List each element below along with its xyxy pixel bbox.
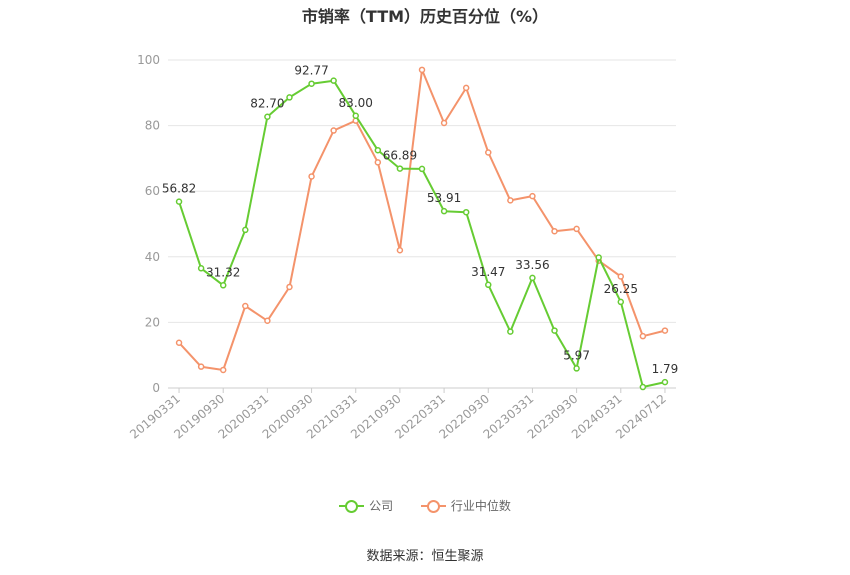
company-point bbox=[573, 365, 580, 372]
chart-title: 市销率（TTM）历史百分位（%） bbox=[301, 7, 549, 26]
company-data-label: 5.97 bbox=[563, 348, 590, 362]
y-tick-label: 100 bbox=[137, 53, 160, 67]
industry-point bbox=[219, 366, 227, 374]
company-point bbox=[507, 328, 514, 335]
company-point bbox=[485, 281, 492, 289]
company-point bbox=[639, 383, 647, 391]
company-point bbox=[529, 274, 536, 282]
company-point bbox=[264, 113, 271, 120]
industry-point bbox=[264, 317, 271, 325]
company-point bbox=[197, 265, 205, 272]
company-point bbox=[551, 327, 558, 334]
company-data-label: 1.79 bbox=[652, 362, 679, 376]
company-point bbox=[175, 198, 183, 205]
company-data-label: 92.77 bbox=[294, 64, 328, 78]
company-data-label: 56.82 bbox=[162, 182, 196, 196]
company-point bbox=[396, 165, 404, 172]
legend-item-industry[interactable]: 行业中位数 bbox=[420, 497, 511, 514]
company-data-label: 83.00 bbox=[339, 96, 373, 110]
y-tick-label: 0 bbox=[152, 381, 160, 395]
company-point bbox=[374, 146, 382, 154]
company-point bbox=[286, 94, 293, 101]
legend-industry-label: 行业中位数 bbox=[450, 499, 511, 513]
company-data-label: 26.25 bbox=[604, 282, 638, 296]
industry-point bbox=[485, 149, 492, 156]
industry-point bbox=[242, 302, 249, 310]
company-data-label: 53.91 bbox=[427, 191, 461, 205]
company-point bbox=[352, 112, 359, 120]
company-data-label: 66.89 bbox=[383, 149, 417, 163]
company-data-label: 31.32 bbox=[206, 265, 240, 279]
company-series-line bbox=[178, 79, 666, 388]
company-point bbox=[219, 282, 227, 289]
industry-point bbox=[661, 327, 669, 334]
industry-point bbox=[573, 225, 580, 233]
company-point bbox=[617, 298, 625, 306]
industry-point bbox=[639, 332, 647, 340]
industry-point bbox=[286, 283, 293, 291]
industry-point bbox=[507, 197, 514, 204]
industry-series-line bbox=[178, 68, 666, 371]
company-point bbox=[308, 80, 315, 87]
company-point bbox=[330, 77, 337, 84]
industry-point bbox=[197, 363, 205, 370]
y-tick-label: 20 bbox=[145, 315, 160, 329]
legend-company-label: 公司 bbox=[369, 499, 394, 513]
industry-point bbox=[440, 119, 448, 127]
company-data-label: 33.56 bbox=[515, 258, 549, 272]
y-tick-label: 40 bbox=[145, 250, 160, 264]
industry-point bbox=[529, 192, 536, 200]
industry-point bbox=[175, 339, 183, 346]
legend-company-marker-icon bbox=[339, 499, 365, 513]
legend-item-company[interactable]: 公司 bbox=[339, 497, 393, 514]
legend: 公司 行业中位数 bbox=[0, 497, 850, 516]
company-data-label: 31.47 bbox=[471, 265, 505, 279]
industry-point bbox=[551, 227, 558, 235]
y-tick-label: 60 bbox=[145, 184, 160, 198]
legend-industry-marker-icon bbox=[420, 499, 446, 513]
company-point bbox=[462, 208, 470, 216]
company-point bbox=[242, 226, 249, 234]
industry-point bbox=[418, 66, 426, 74]
company-point bbox=[595, 254, 602, 261]
industry-point bbox=[462, 84, 470, 92]
company-point bbox=[418, 165, 426, 173]
y-tick-label: 80 bbox=[145, 119, 160, 133]
industry-point bbox=[396, 246, 404, 254]
company-point bbox=[440, 207, 448, 215]
industry-point bbox=[617, 273, 625, 280]
industry-point bbox=[374, 159, 382, 166]
company-point bbox=[661, 378, 669, 386]
industry-point bbox=[330, 127, 337, 134]
data-source: 数据来源：恒生聚源 bbox=[366, 549, 484, 564]
company-data-label: 82.70 bbox=[250, 97, 284, 111]
industry-point bbox=[308, 173, 315, 180]
